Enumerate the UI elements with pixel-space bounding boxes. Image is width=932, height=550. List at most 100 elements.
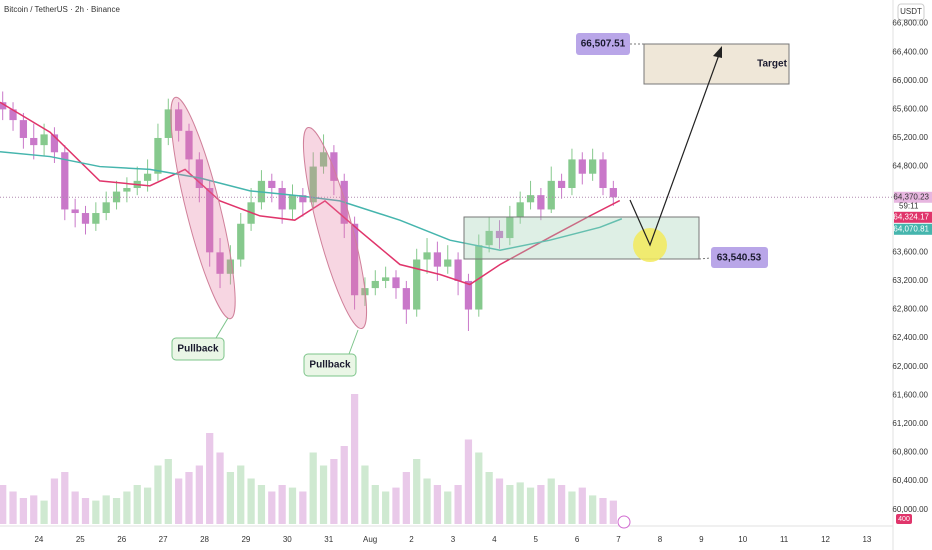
volume-bar: [319, 465, 328, 524]
candle-body: [206, 188, 214, 253]
candle-body: [526, 195, 535, 203]
pullback-ellipse: [170, 96, 236, 320]
x-tick-label: 9: [699, 535, 704, 544]
connector: [348, 329, 359, 355]
candle-body: [185, 130, 193, 160]
candle-body: [19, 120, 28, 138]
volume-bar: [309, 452, 317, 524]
candle-body: [537, 195, 545, 210]
projection-arrow: [629, 51, 721, 247]
target-zone: [643, 43, 790, 85]
volume-bar: [175, 478, 183, 524]
x-tick-label: 4: [492, 535, 497, 544]
x-tick-label: 28: [200, 535, 209, 544]
target-price-box: [576, 33, 630, 55]
volume-bar: [537, 485, 545, 524]
y-tick-label: 66,800.00: [892, 19, 928, 28]
candle-body: [216, 252, 224, 274]
x-tick-label: 24: [34, 535, 43, 544]
price-label-box: [894, 223, 932, 235]
y-tick-label: 65,600.00: [892, 104, 928, 113]
candle-body: [50, 134, 59, 153]
x-tick-label: 5: [533, 535, 538, 544]
volume-bar: [92, 500, 100, 524]
moving-average: [0, 101, 621, 286]
volume-bar: [526, 487, 535, 524]
candle-body: [112, 191, 121, 203]
volume-bar: [19, 498, 28, 524]
volume-bar: [216, 452, 224, 524]
moving-average: [0, 151, 623, 251]
volume-bar: [257, 485, 266, 524]
volume-bar: [206, 433, 214, 524]
volume-label: 400: [898, 516, 910, 523]
y-tick-label: 66,400.00: [892, 47, 928, 56]
volume-bar: [485, 472, 493, 524]
candle-body: [268, 180, 276, 189]
y-tick-label: 63,200.00: [892, 276, 928, 285]
volume-bar: [444, 491, 452, 524]
price-label: 64,370.23: [893, 192, 929, 201]
volume-bar: [330, 459, 338, 524]
x-tick-label: 12: [821, 535, 830, 544]
volume-label-box: [896, 514, 912, 524]
candle-body: [454, 259, 462, 281]
volume-bar: [589, 495, 597, 524]
candle-body: [175, 109, 183, 131]
candle-body: [516, 202, 524, 217]
volume-bar: [371, 485, 379, 524]
volume-bar: [547, 478, 555, 524]
marks: [0, 91, 893, 524]
volume-bar: [226, 472, 235, 524]
support-label-box: [711, 247, 768, 268]
volume-bar: [423, 478, 431, 524]
x-tick-label: 3: [451, 535, 456, 544]
pullback-box: [303, 353, 357, 377]
y-tick-label: 65,200.00: [892, 133, 928, 142]
x-tick-label: 30: [283, 535, 292, 544]
y-tick-label: 60,400.00: [892, 476, 928, 485]
x-tick-label: 31: [324, 535, 333, 544]
candle-body: [330, 152, 338, 181]
candle-body: [392, 277, 400, 289]
candle-body: [299, 195, 307, 203]
y-tick-label: 62,400.00: [892, 333, 928, 342]
volume-bar: [133, 485, 141, 524]
candle-body: [71, 209, 79, 214]
volume-bar: [81, 498, 90, 524]
candle-body: [402, 288, 410, 310]
volume-bar: [164, 459, 172, 524]
volume-bar: [454, 485, 462, 524]
volume-bar: [568, 491, 576, 524]
pullback-label: Pullback: [177, 344, 219, 355]
volume-bar: [599, 498, 607, 524]
candle-body: [433, 252, 442, 267]
volume-bar: [61, 472, 69, 524]
y-tick-label: 61,200.00: [892, 419, 928, 428]
volume-bar: [516, 482, 524, 524]
x-tick-label: Aug: [363, 535, 377, 544]
x-tick-label: 7: [616, 535, 621, 544]
price-label-box: [894, 191, 932, 203]
candle-body: [371, 280, 379, 289]
candle-body: [30, 137, 38, 146]
volume-bar: [557, 485, 566, 524]
volume-bar: [506, 485, 514, 524]
candle-body: [288, 195, 297, 210]
candle-body: [81, 213, 90, 224]
candle-body: [143, 173, 152, 181]
x-tick-label: 25: [76, 535, 85, 544]
price-label: 64,324.17: [893, 212, 929, 221]
volume-bar: [278, 485, 286, 524]
volume-bar: [350, 394, 359, 524]
candle-body: [547, 180, 555, 210]
candle-body: [485, 230, 493, 246]
candle-body: [9, 109, 17, 121]
volume-bar: [288, 487, 297, 524]
volume-bar: [578, 487, 586, 524]
arrow-head: [713, 46, 722, 58]
y-tick-label: 66,000.00: [892, 76, 928, 85]
volume-bar: [9, 491, 17, 524]
volume-bar: [413, 459, 421, 524]
